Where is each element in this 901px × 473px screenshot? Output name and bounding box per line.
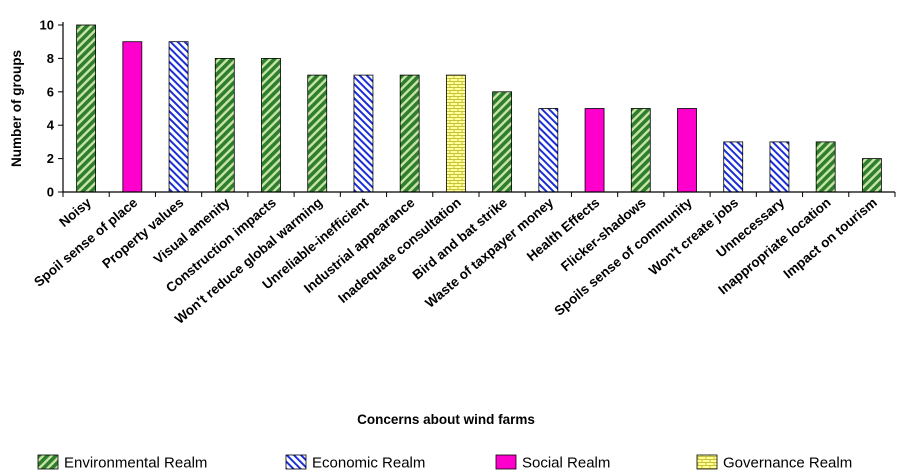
bars [76,24,882,193]
x-axis-title: Concerns about wind farms [357,412,535,427]
bar-11 [584,108,605,193]
legend-label-env: Environmental Realm [64,455,207,472]
bar-1 [122,41,143,193]
bar-17 [861,158,882,193]
legend-label-eco: Economic Realm [312,455,425,472]
bar-14 [723,141,744,193]
bar-13 [677,108,697,193]
y-tick-label: 6 [47,84,54,99]
legend-swatch-gov [696,454,718,470]
y-tick-label: 2 [47,151,54,166]
axes [62,22,896,197]
legend-swatch-eco [285,454,307,470]
bar-12 [630,108,651,193]
bar-16 [815,141,836,193]
y-axis-title-text: Number of groups [9,50,24,167]
legend-swatch-env [37,454,59,470]
bar-6 [353,74,374,193]
bar-3 [214,58,235,193]
bar-0 [76,24,97,193]
y-axis-title: Number of groups [9,50,24,167]
bar-5 [307,74,328,193]
y-axis-ticks: 0 2 4 6 8 10 [40,18,63,200]
bar-7 [399,74,420,193]
y-tick-label: 0 [47,185,54,200]
bar-4 [261,58,281,193]
category-label-0: Noisy [56,194,94,229]
legend-label-soc: Social Realm [522,455,610,472]
legend-label-gov: Governance Realm [723,455,852,472]
y-tick-label: 8 [47,51,54,66]
legend-swatch-soc [495,454,517,470]
bar-9 [492,91,513,193]
category-label-2: Property values [99,195,186,272]
y-tick-label: 4 [47,118,55,133]
bar-2 [168,41,189,193]
y-tick-label: 10 [40,18,54,33]
legend: Environmental Realm Economic Realm Social … [37,454,852,472]
bar-10 [538,108,559,193]
bar-15 [769,141,790,193]
bar-8 [445,74,466,193]
